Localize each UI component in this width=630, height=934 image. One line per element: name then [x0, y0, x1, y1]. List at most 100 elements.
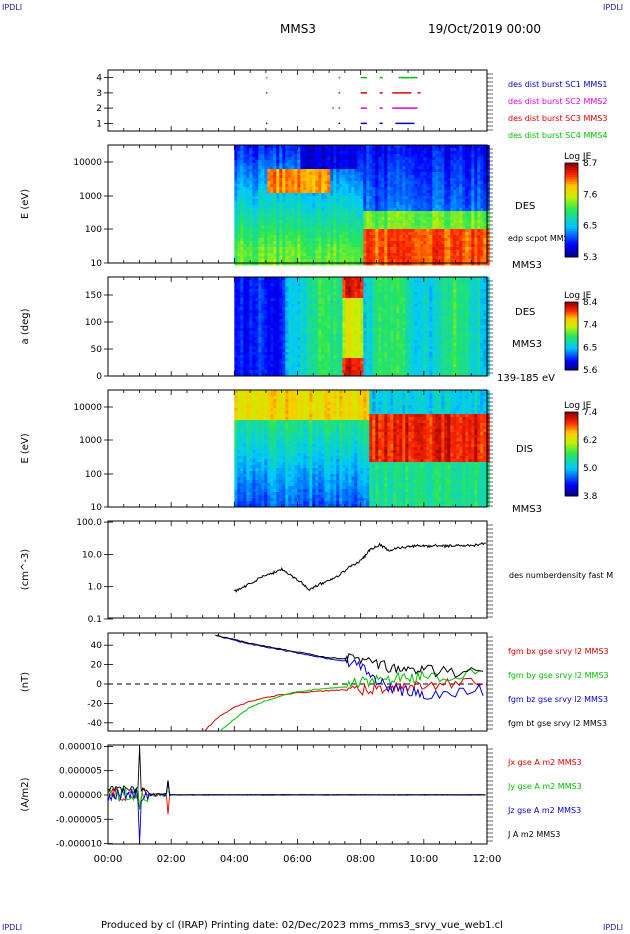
des-pitch-cell — [321, 286, 325, 290]
des-pitch-cell — [270, 295, 274, 299]
des-pitch-cell — [321, 340, 325, 344]
des-pitch-cell — [315, 316, 319, 320]
des-pitch-cell — [339, 361, 343, 365]
des-pitch-cell — [237, 370, 241, 374]
des-energy-cell — [429, 214, 433, 218]
des-energy-cell — [468, 184, 472, 188]
des-energy-cell — [459, 250, 463, 254]
des-pitch-cell — [249, 340, 253, 344]
des-energy-cell — [438, 202, 442, 206]
burst-y-tick-label: 2 — [96, 104, 102, 114]
des-energy-cell — [321, 181, 325, 185]
des-energy-colorbar-cell — [565, 228, 578, 232]
des-energy-cell — [444, 226, 448, 230]
des-energy-cell — [393, 196, 397, 200]
des-energy-cell — [435, 169, 439, 173]
des-energy-cell — [474, 232, 478, 236]
des-energy-cell — [255, 199, 259, 203]
des-energy-cell — [474, 214, 478, 218]
des-energy-cell — [318, 211, 322, 215]
des-energy-cell — [249, 247, 253, 251]
des-pitch-cell — [252, 307, 256, 311]
des-energy-cell — [309, 166, 313, 170]
des-energy-cell — [246, 160, 250, 164]
des-pitch-cell — [303, 361, 307, 365]
des-pitch-cell — [234, 373, 238, 377]
des-energy-cell — [327, 253, 331, 257]
des-pitch-cell — [243, 292, 247, 296]
des-pitch-cell — [264, 328, 268, 332]
des-energy-cell — [306, 217, 310, 221]
des-energy-cell — [360, 160, 364, 164]
des-energy-cell — [333, 181, 337, 185]
des-energy-cell — [432, 208, 436, 212]
des-pitch-cell — [261, 286, 265, 290]
des-energy-cell — [426, 181, 430, 185]
des-energy-cell — [408, 208, 412, 212]
des-energy-cell — [264, 244, 268, 248]
des-energy-cell — [357, 217, 361, 221]
des-energy-cell — [357, 199, 361, 203]
des-pitch-cell — [258, 325, 262, 329]
des-pitch-cell — [309, 292, 313, 296]
des-pitch-cell — [237, 334, 241, 338]
des-energy-cell — [423, 145, 427, 149]
des-energy-cell — [459, 226, 463, 230]
des-pitch-cell — [276, 364, 280, 368]
des-energy-cell — [432, 259, 436, 263]
des-energy-cell — [279, 229, 283, 233]
des-energy-cell — [249, 154, 253, 158]
des-energy-cell — [375, 217, 379, 221]
des-pitch-cell — [354, 313, 358, 317]
des-pitch-cell — [342, 319, 346, 323]
des-energy-cell — [336, 241, 340, 245]
des-energy-cell — [447, 241, 451, 245]
des-pitch-cell — [336, 328, 340, 332]
des-energy-cell — [300, 223, 304, 227]
des-energy-cell — [414, 226, 418, 230]
des-energy-cell — [363, 187, 367, 191]
des-energy-cell — [258, 229, 262, 233]
des-energy-cell — [474, 229, 478, 233]
des-energy-cell — [318, 148, 322, 152]
des-energy-cell — [375, 223, 379, 227]
des-energy-cell — [297, 148, 301, 152]
des-energy-cell — [339, 178, 343, 182]
des-pitch-cell — [264, 319, 268, 323]
des-energy-cell — [384, 232, 388, 236]
des-energy-cell — [258, 241, 262, 245]
des-pitch-cell — [333, 292, 337, 296]
des-energy-cell — [345, 241, 349, 245]
des-pitch-cell — [246, 331, 250, 335]
des-pitch-cell — [345, 340, 349, 344]
des-energy-cell — [363, 217, 367, 221]
des-energy-cell — [405, 232, 409, 236]
des-energy-cell — [345, 220, 349, 224]
des-energy-cell — [420, 238, 424, 242]
des-energy-cell — [477, 235, 481, 239]
des-energy-cell — [483, 145, 487, 149]
des-energy-cell — [345, 226, 349, 230]
des-energy-cell — [339, 145, 343, 149]
des-energy-cell — [279, 148, 283, 152]
des-energy-cell — [402, 202, 406, 206]
des-pitch-cell — [276, 301, 280, 305]
des-energy-cell — [330, 238, 334, 242]
des-energy-cell — [474, 187, 478, 191]
des-energy-cell — [243, 166, 247, 170]
des-pitch-cell — [345, 283, 349, 287]
des-energy-cell — [456, 160, 460, 164]
des-energy-cell — [240, 151, 244, 155]
des-energy-cell — [378, 259, 382, 263]
des-energy-cell — [408, 190, 412, 194]
des-pitch-cell — [258, 304, 262, 308]
des-energy-cell — [348, 145, 352, 149]
des-energy-cell — [243, 229, 247, 233]
des-pitch-cell — [261, 319, 265, 323]
des-energy-cell — [417, 256, 421, 260]
des-energy-cell — [354, 166, 358, 170]
des-energy-cell — [429, 229, 433, 233]
des-energy-cell — [330, 211, 334, 215]
des-pitch-cell — [345, 337, 349, 341]
des-energy-cell — [486, 253, 490, 257]
